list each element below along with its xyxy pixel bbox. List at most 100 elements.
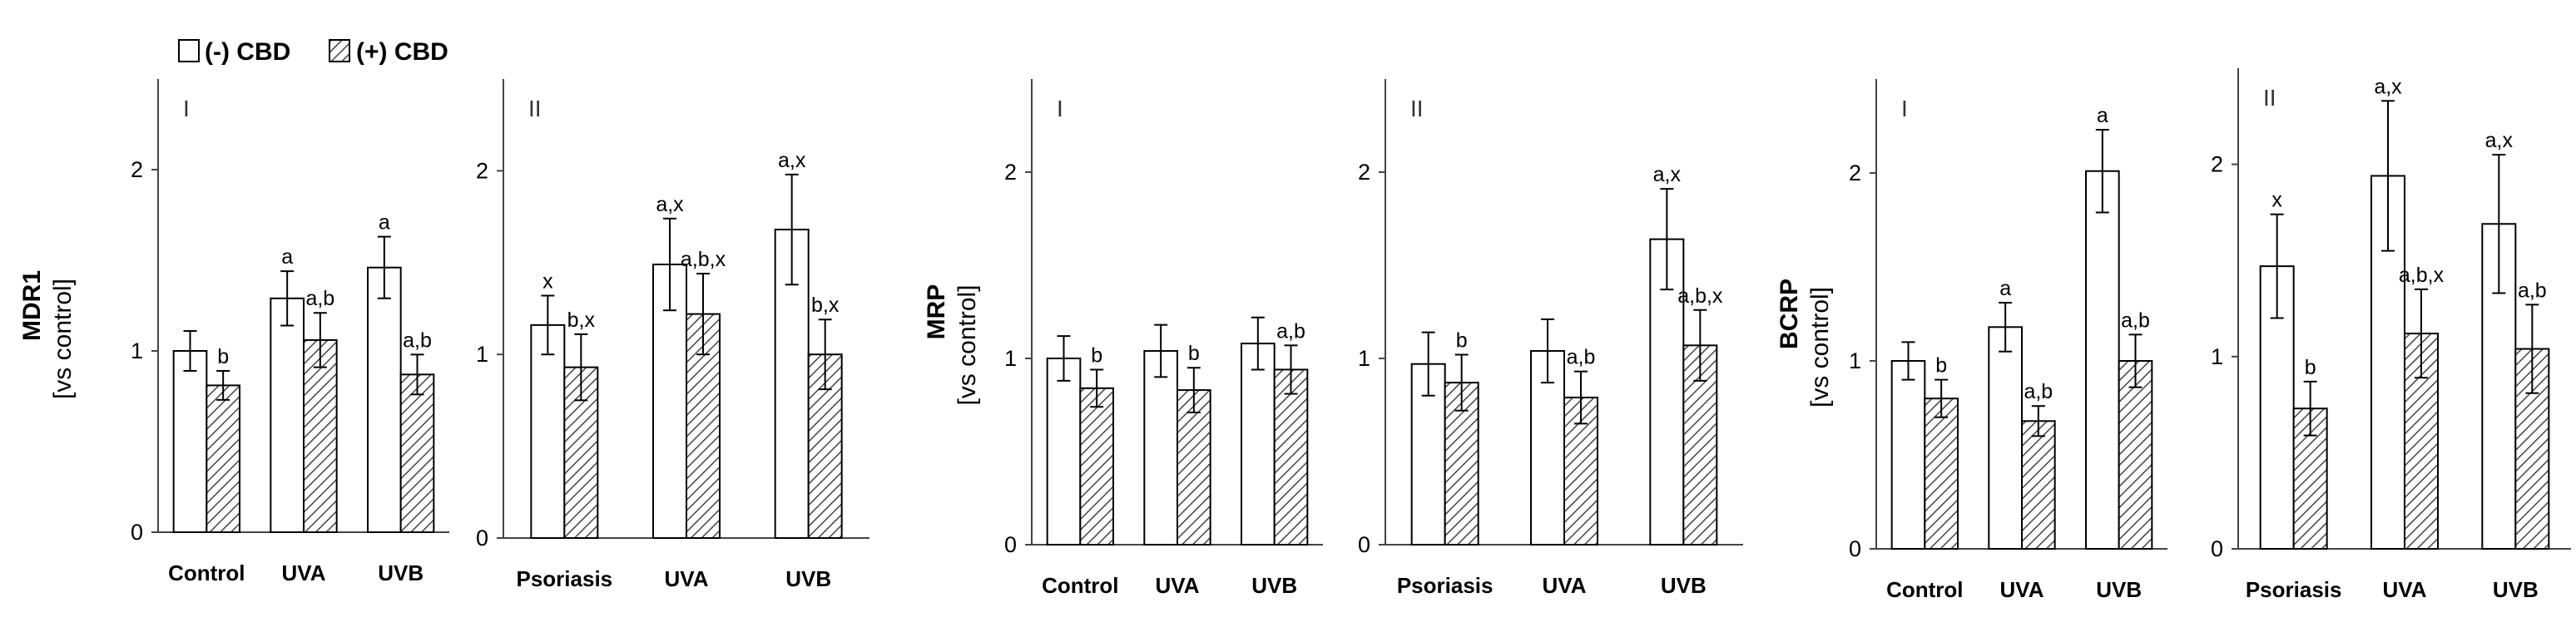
y-tick-label: 0 [2211, 536, 2223, 561]
y-tick-label: 1 [1849, 348, 1861, 373]
significance-label: a,x [2374, 75, 2402, 98]
bar-neg-cbd [530, 323, 566, 539]
bar-neg-cbd [1890, 360, 1926, 550]
y-tick-label: 0 [1849, 536, 1861, 561]
significance-label: b [1188, 342, 1200, 365]
category-label: Control [1886, 577, 1963, 602]
category-label: UVB [378, 560, 424, 585]
legend-swatch-neg-cbd [178, 39, 200, 62]
category-label: Psoriasis [1397, 573, 1494, 598]
significance-label: a,b,x [2399, 264, 2445, 287]
category-label: Control [168, 560, 245, 585]
panel-label: II [2263, 85, 2276, 111]
significance-label: a,b [2121, 309, 2150, 332]
significance-label: a,b,x [1677, 284, 1723, 308]
significance-label: a,b [2024, 380, 2053, 403]
significance-label: a [281, 245, 293, 269]
legend-swatch-pos-cbd [329, 39, 350, 62]
significance-label: b [1091, 343, 1102, 367]
y-axis-unit: [vs control] [49, 279, 77, 399]
significance-label: x [542, 270, 553, 294]
bar-pos-cbd [206, 384, 240, 534]
legend-label-neg-cbd: (-) CBD [205, 38, 290, 66]
y-axis-title: MRP [923, 284, 950, 340]
category-label: UVA [1543, 573, 1587, 598]
category-label: Psoriasis [2246, 577, 2342, 602]
bar-pos-cbd [1177, 389, 1211, 546]
chart-panel-3: 0 1 2 I MRP [vs control] b Control b UVA a,b UVB [923, 79, 1323, 598]
panel-label: I [1901, 96, 1908, 121]
y-tick-label: 0 [476, 526, 488, 551]
panel-label: I [183, 96, 190, 121]
significance-label: b,x [567, 309, 596, 332]
category-label: UVA [1156, 573, 1200, 598]
significance-label: a,b,x [681, 248, 726, 271]
y-tick-label: 0 [1004, 532, 1017, 557]
bar-neg-cbd [270, 297, 305, 533]
category-label: UVA [2383, 577, 2427, 602]
significance-label: a,x [656, 193, 684, 216]
significance-label: a [2097, 104, 2108, 127]
category-label: UVB [785, 566, 831, 591]
panel-label: II [528, 96, 542, 121]
y-tick-label: 2 [2211, 152, 2223, 177]
bar-pos-cbd [1273, 368, 1309, 546]
chart-panel-2: 0 1 2 II x b,x Psoriasis a,x a,b,x UVA a,x b,x UVB [476, 79, 869, 591]
bar-pos-cbd [399, 373, 435, 533]
significance-label: a,b [1276, 319, 1305, 343]
y-tick-label: 0 [131, 520, 143, 545]
y-tick-label: 2 [131, 157, 143, 182]
y-tick-label: 1 [476, 342, 488, 367]
significance-label: b [1935, 354, 1947, 378]
significance-label: a,x [778, 149, 806, 172]
category-label: Control [1042, 573, 1118, 598]
bar-neg-cbd [172, 350, 208, 533]
y-axis-unit: [vs control] [954, 284, 981, 405]
y-tick-label: 1 [131, 338, 143, 363]
bar-neg-cbd [1988, 326, 2023, 550]
y-axis-title: BCRP [1776, 279, 1803, 349]
category-label: UVA [665, 566, 709, 591]
chart-panel-1: 0 1 2 I MDR1 [vs control] b Control a a,b UVA a a,b U… [18, 79, 449, 585]
significance-label: a,b [1567, 346, 1596, 369]
category-label: UVB [2493, 577, 2539, 602]
bar-neg-cbd [1143, 350, 1179, 546]
significance-label: a,b [2518, 279, 2547, 302]
panel-label: I [1057, 96, 1063, 121]
bar-pos-cbd [1079, 387, 1115, 546]
legend-label-pos-cbd: (+) CBD [356, 38, 448, 66]
chart-panel-5: 0 1 2 I BCRP [vs control] b Control a a,b UVA a a,b U… [1776, 79, 2167, 602]
category-label: UVA [2000, 577, 2044, 602]
chart-panel-6: 0 1 2 II x b Psoriasis a,x a,b,x UVA a,x a,b UVB [2211, 68, 2571, 602]
significance-label: b [1456, 329, 1468, 353]
significance-label: b [217, 345, 229, 368]
bar-pos-cbd [2021, 420, 2056, 550]
y-tick-label: 2 [1849, 160, 1861, 185]
bar-pos-cbd [1924, 397, 1959, 551]
y-axis-title: MDR1 [18, 270, 46, 341]
chart-panel-4: 0 1 2 II b Psoriasis a,b UVA a,x a,b,x UVB [1358, 79, 1743, 598]
y-axis-unit: [vs control] [1806, 287, 1834, 407]
significance-label: x [2271, 189, 2282, 212]
bar-neg-cbd [1241, 343, 1276, 546]
significance-label: b [2305, 356, 2316, 379]
category-label: UVB [1661, 573, 1707, 598]
bar-neg-cbd [2085, 170, 2120, 551]
bar-neg-cbd [1046, 358, 1082, 546]
significance-label: a,b [403, 328, 432, 352]
y-tick-label: 2 [1004, 160, 1017, 185]
significance-label: a,b [305, 287, 334, 310]
significance-label: a,x [2485, 129, 2514, 152]
bar-pos-cbd [2118, 360, 2153, 550]
bar-neg-cbd [1649, 238, 1685, 546]
significance-label: b,x [811, 294, 840, 317]
legend: (-) CBD (+) CBD [178, 38, 448, 66]
significance-label: a [379, 211, 390, 235]
y-tick-label: 1 [1358, 346, 1370, 371]
y-tick-label: 2 [476, 158, 488, 183]
y-tick-label: 1 [1004, 346, 1017, 371]
bar-pos-cbd [303, 338, 338, 534]
y-tick-label: 0 [1358, 532, 1370, 557]
significance-label: a,x [1653, 163, 1682, 186]
